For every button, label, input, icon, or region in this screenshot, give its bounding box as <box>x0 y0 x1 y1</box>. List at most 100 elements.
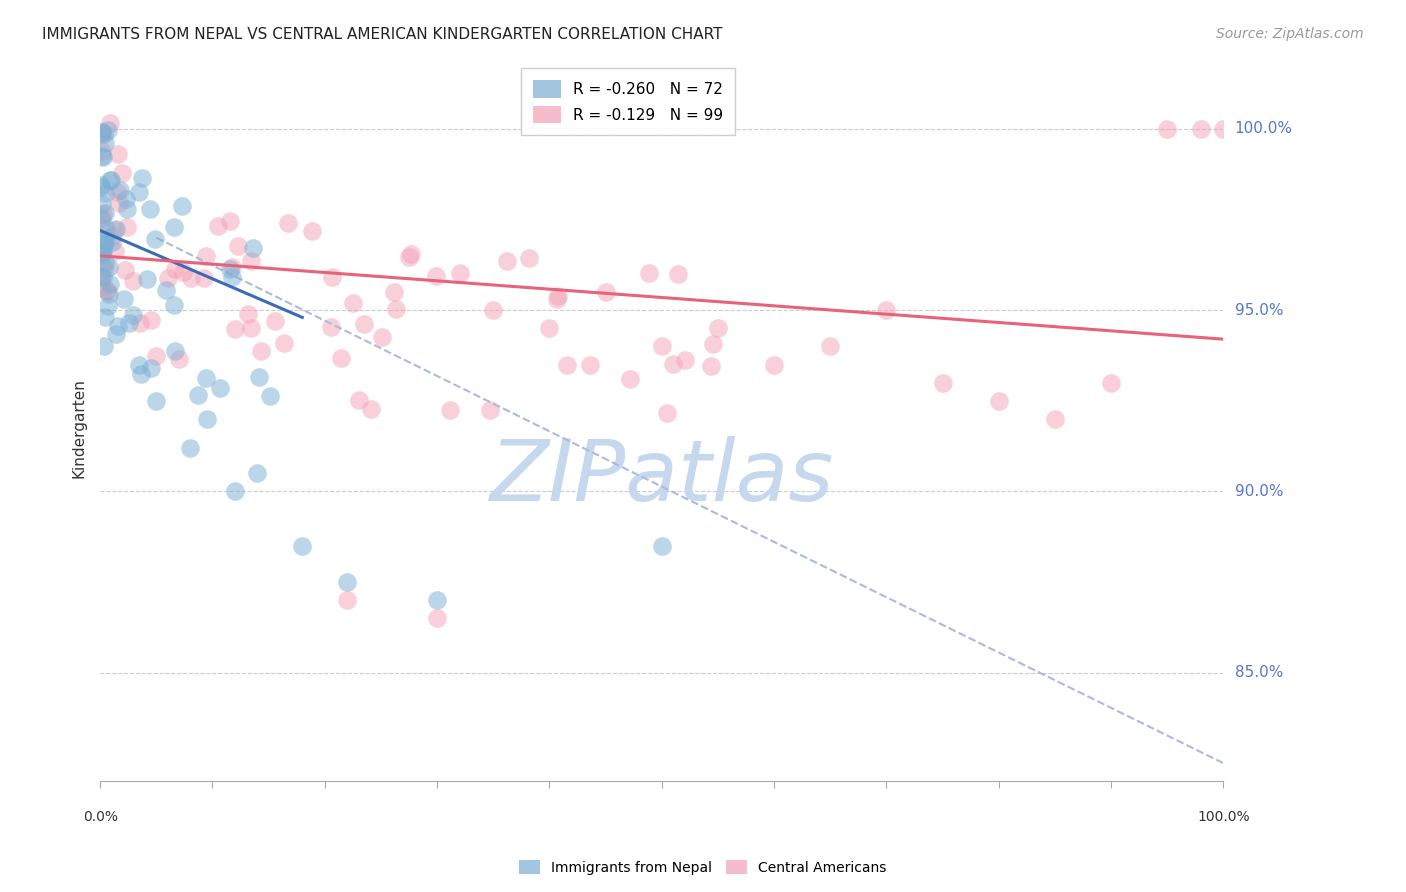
Point <box>157 271 180 285</box>
Point <box>449 266 471 280</box>
Point <box>194 371 217 385</box>
Text: ZIPatlas: ZIPatlas <box>489 436 834 519</box>
Point <box>163 298 186 312</box>
Point <box>100 173 122 187</box>
Point <box>90 125 112 139</box>
Point <box>221 260 243 274</box>
Point <box>277 216 299 230</box>
Point <box>93 339 115 353</box>
Point <box>763 358 786 372</box>
Point <box>546 293 568 307</box>
Point <box>662 357 685 371</box>
Point <box>115 192 138 206</box>
Point <box>90 281 112 295</box>
Point <box>91 260 114 274</box>
Point <box>496 254 519 268</box>
Point <box>242 241 264 255</box>
Point <box>104 244 127 258</box>
Point <box>97 260 120 274</box>
Point <box>426 611 449 625</box>
Point <box>141 313 163 327</box>
Point <box>90 246 112 260</box>
Point <box>517 251 540 265</box>
Y-axis label: Kindergarten: Kindergarten <box>72 378 86 478</box>
Point <box>208 381 231 395</box>
Point <box>342 296 364 310</box>
Point <box>93 237 115 252</box>
Point <box>91 212 114 227</box>
Point <box>478 403 501 417</box>
Point <box>246 467 269 481</box>
Point <box>236 307 259 321</box>
Point <box>239 254 262 268</box>
Point <box>91 197 114 211</box>
Legend: Immigrants from Nepal, Central Americans: Immigrants from Nepal, Central Americans <box>513 855 893 880</box>
Point <box>1099 376 1122 390</box>
Point <box>1156 122 1178 136</box>
Point <box>98 286 121 301</box>
Point <box>875 303 897 318</box>
Point <box>90 149 112 163</box>
Point <box>336 593 359 607</box>
Point <box>195 412 218 426</box>
Point <box>90 178 112 192</box>
Point <box>138 202 160 217</box>
Text: 90.0%: 90.0% <box>1234 483 1284 499</box>
Point <box>145 393 167 408</box>
Text: 95.0%: 95.0% <box>1234 302 1284 318</box>
Point <box>162 219 184 234</box>
Point <box>90 211 112 225</box>
Point <box>250 344 273 359</box>
Point <box>155 283 177 297</box>
Text: 100.0%: 100.0% <box>1234 121 1292 136</box>
Point <box>98 277 121 292</box>
Point <box>931 376 953 390</box>
Point <box>187 388 209 402</box>
Point <box>666 267 689 281</box>
Point <box>385 302 408 317</box>
Point <box>273 336 295 351</box>
Point <box>193 271 215 285</box>
Text: 85.0%: 85.0% <box>1234 665 1282 680</box>
Point <box>579 359 602 373</box>
Point <box>482 303 505 318</box>
Point <box>90 244 112 258</box>
Point <box>264 314 287 328</box>
Point <box>439 402 461 417</box>
Point <box>118 316 141 330</box>
Point <box>194 248 217 262</box>
Point <box>820 339 842 353</box>
Point <box>226 239 249 253</box>
Point <box>207 219 229 233</box>
Text: IMMIGRANTS FROM NEPAL VS CENTRAL AMERICAN KINDERGARTEN CORRELATION CHART: IMMIGRANTS FROM NEPAL VS CENTRAL AMERICA… <box>42 27 723 42</box>
Point <box>103 223 125 237</box>
Point <box>651 539 673 553</box>
Point <box>700 359 723 373</box>
Point <box>93 233 115 247</box>
Point <box>180 271 202 285</box>
Text: Source: ZipAtlas.com: Source: ZipAtlas.com <box>1216 27 1364 41</box>
Point <box>97 122 120 136</box>
Point <box>167 351 190 366</box>
Point <box>94 256 117 270</box>
Point <box>94 206 117 220</box>
Point <box>111 166 134 180</box>
Point <box>90 127 112 141</box>
Point <box>426 593 449 607</box>
Point <box>98 172 121 186</box>
Point <box>96 283 118 297</box>
Point <box>108 195 131 210</box>
Point <box>619 372 641 386</box>
Point <box>136 272 159 286</box>
Point <box>371 330 394 344</box>
Point <box>1043 412 1066 426</box>
Point <box>91 270 114 285</box>
Point <box>219 261 242 276</box>
Point <box>382 285 405 299</box>
Point <box>172 265 194 279</box>
Point <box>101 235 124 250</box>
Point <box>347 392 370 407</box>
Point <box>107 318 129 333</box>
Point <box>321 270 343 285</box>
Point <box>224 484 246 499</box>
